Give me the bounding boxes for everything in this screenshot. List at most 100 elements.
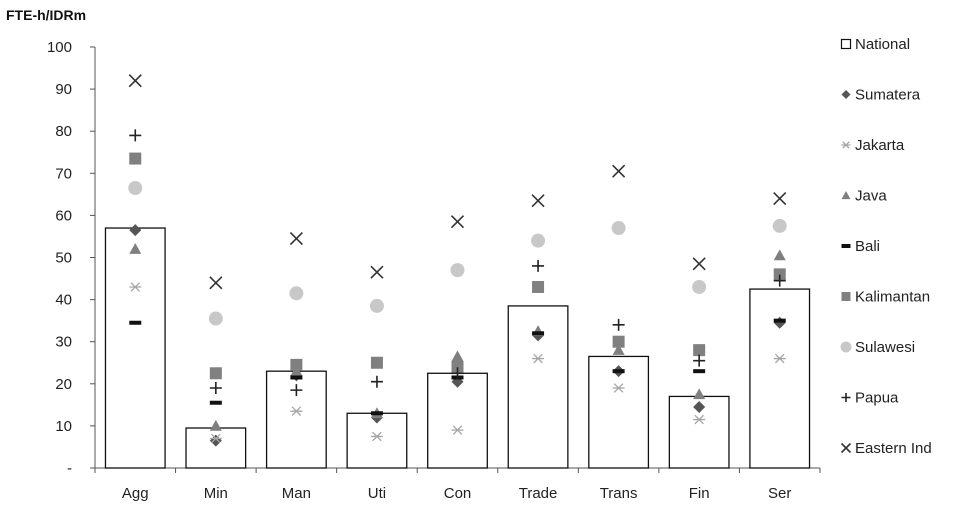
- markers: [128, 74, 787, 447]
- point-jakarta: [370, 431, 383, 442]
- legend-marker-bali: [841, 244, 851, 248]
- x-tick-label: Ser: [768, 485, 791, 502]
- point-kalimantan: [290, 358, 303, 371]
- legend-marker-java: [841, 191, 851, 200]
- bar-national: [104, 227, 166, 469]
- x-tick-label: Uti: [368, 485, 386, 502]
- legend-label-national: National: [855, 36, 910, 53]
- point-jakarta: [693, 414, 706, 425]
- point-kalimantan: [451, 360, 464, 373]
- point-kalimantan: [773, 268, 786, 281]
- bar-national: [749, 288, 811, 469]
- point-papua: [370, 375, 383, 388]
- point-papua: [612, 318, 625, 331]
- point-papua: [693, 354, 706, 367]
- legend-label-sulawesi: Sulawesi: [855, 339, 915, 356]
- legend-label-kalimantan: Kalimantan: [855, 289, 930, 306]
- y-tick-label: 50: [55, 250, 72, 267]
- point-jakarta: [612, 383, 625, 393]
- y-tick-label: 70: [55, 165, 72, 182]
- legend-marker-sumatera: [841, 90, 851, 99]
- point-eastern-ind: [773, 191, 787, 206]
- point-sulawesi: [531, 233, 546, 248]
- y-tick-label: 40: [55, 292, 72, 309]
- point-papua: [773, 274, 786, 287]
- y-tick-label: 80: [55, 123, 72, 140]
- bar-national: [427, 372, 488, 469]
- legend-label-bali: Bali: [855, 238, 880, 255]
- point-jakarta: [773, 353, 786, 364]
- point-java: [612, 344, 625, 355]
- axes: - 10 20 30 40 50 60 70 80 90 100 Agg Min Man Uti Con Tra…: [47, 39, 821, 502]
- point-eastern-ind: [209, 276, 223, 290]
- point-eastern-ind: [612, 164, 626, 178]
- y-axis-label: FTE-h/IDRm: [6, 7, 86, 23]
- point-bali: [773, 318, 786, 323]
- x-tick-label: Con: [444, 485, 472, 502]
- legend-marker-eastern-ind: [840, 442, 852, 454]
- point-papua: [290, 384, 303, 397]
- point-bali: [612, 369, 625, 374]
- point-kalimantan: [370, 356, 383, 369]
- point-bali: [532, 331, 545, 336]
- point-kalimantan: [532, 280, 545, 293]
- point-bali: [693, 369, 706, 374]
- x-tick-label: Man: [282, 485, 311, 502]
- point-kalimantan: [612, 335, 625, 348]
- legend-marker-national: [840, 38, 852, 50]
- bar-national: [185, 427, 247, 469]
- point-papua: [451, 367, 464, 380]
- point-eastern-ind: [289, 231, 303, 246]
- legend-label-java: Java: [855, 188, 887, 205]
- point-sulawesi: [208, 311, 223, 326]
- point-papua: [532, 259, 545, 272]
- x-tick-label: Trans: [600, 485, 638, 502]
- bars: [104, 227, 811, 469]
- legend-marker-papua: [841, 393, 851, 402]
- legend-marker-kalimantan: [841, 292, 851, 301]
- point-java: [693, 388, 706, 400]
- point-sulawesi: [611, 221, 626, 236]
- point-sulawesi: [289, 286, 304, 301]
- legend-label-eastern-ind: Eastern Ind: [855, 440, 932, 457]
- point-jakarta: [290, 406, 303, 416]
- x-tick-label: Fin: [689, 485, 710, 502]
- point-papua: [209, 382, 222, 395]
- point-sulawesi: [450, 263, 465, 278]
- legend-marker-sulawesi: [840, 341, 852, 353]
- y-tick-label: -: [67, 460, 72, 477]
- y-tick-label: 100: [47, 39, 72, 56]
- point-sulawesi: [128, 181, 143, 196]
- point-jakarta: [129, 282, 142, 292]
- point-java: [209, 419, 222, 431]
- point-eastern-ind: [692, 257, 706, 271]
- point-eastern-ind: [370, 265, 384, 279]
- y-tick-label: 90: [55, 81, 72, 98]
- point-jakarta: [451, 425, 464, 435]
- x-tick-label: Trade: [519, 485, 558, 502]
- y-tick-label: 30: [55, 334, 72, 351]
- point-bali: [129, 320, 142, 325]
- point-eastern-ind: [450, 215, 465, 229]
- legend-label-sumatera: Sumatera: [855, 87, 921, 104]
- point-java: [129, 243, 142, 254]
- point-kalimantan: [693, 344, 706, 357]
- point-eastern-ind: [128, 74, 142, 88]
- point-sulawesi: [772, 218, 787, 233]
- point-jakarta: [532, 353, 545, 364]
- point-kalimantan: [129, 152, 142, 165]
- legend-label-papua: Papua: [855, 390, 899, 407]
- point-papua: [129, 129, 142, 142]
- point-sulawesi: [692, 279, 707, 294]
- point-bali: [209, 400, 222, 405]
- x-tick-label: Agg: [122, 485, 149, 502]
- point-sulawesi: [369, 298, 384, 313]
- point-java: [451, 350, 464, 362]
- point-eastern-ind: [531, 194, 545, 208]
- point-sumatera: [209, 434, 222, 447]
- legend: National Sumatera Jakarta Java Bali Kalimanta…: [840, 36, 932, 457]
- y-tick-label: 60: [55, 207, 72, 224]
- point-bali: [290, 375, 303, 380]
- legend-label-jakarta: Jakarta: [855, 137, 905, 154]
